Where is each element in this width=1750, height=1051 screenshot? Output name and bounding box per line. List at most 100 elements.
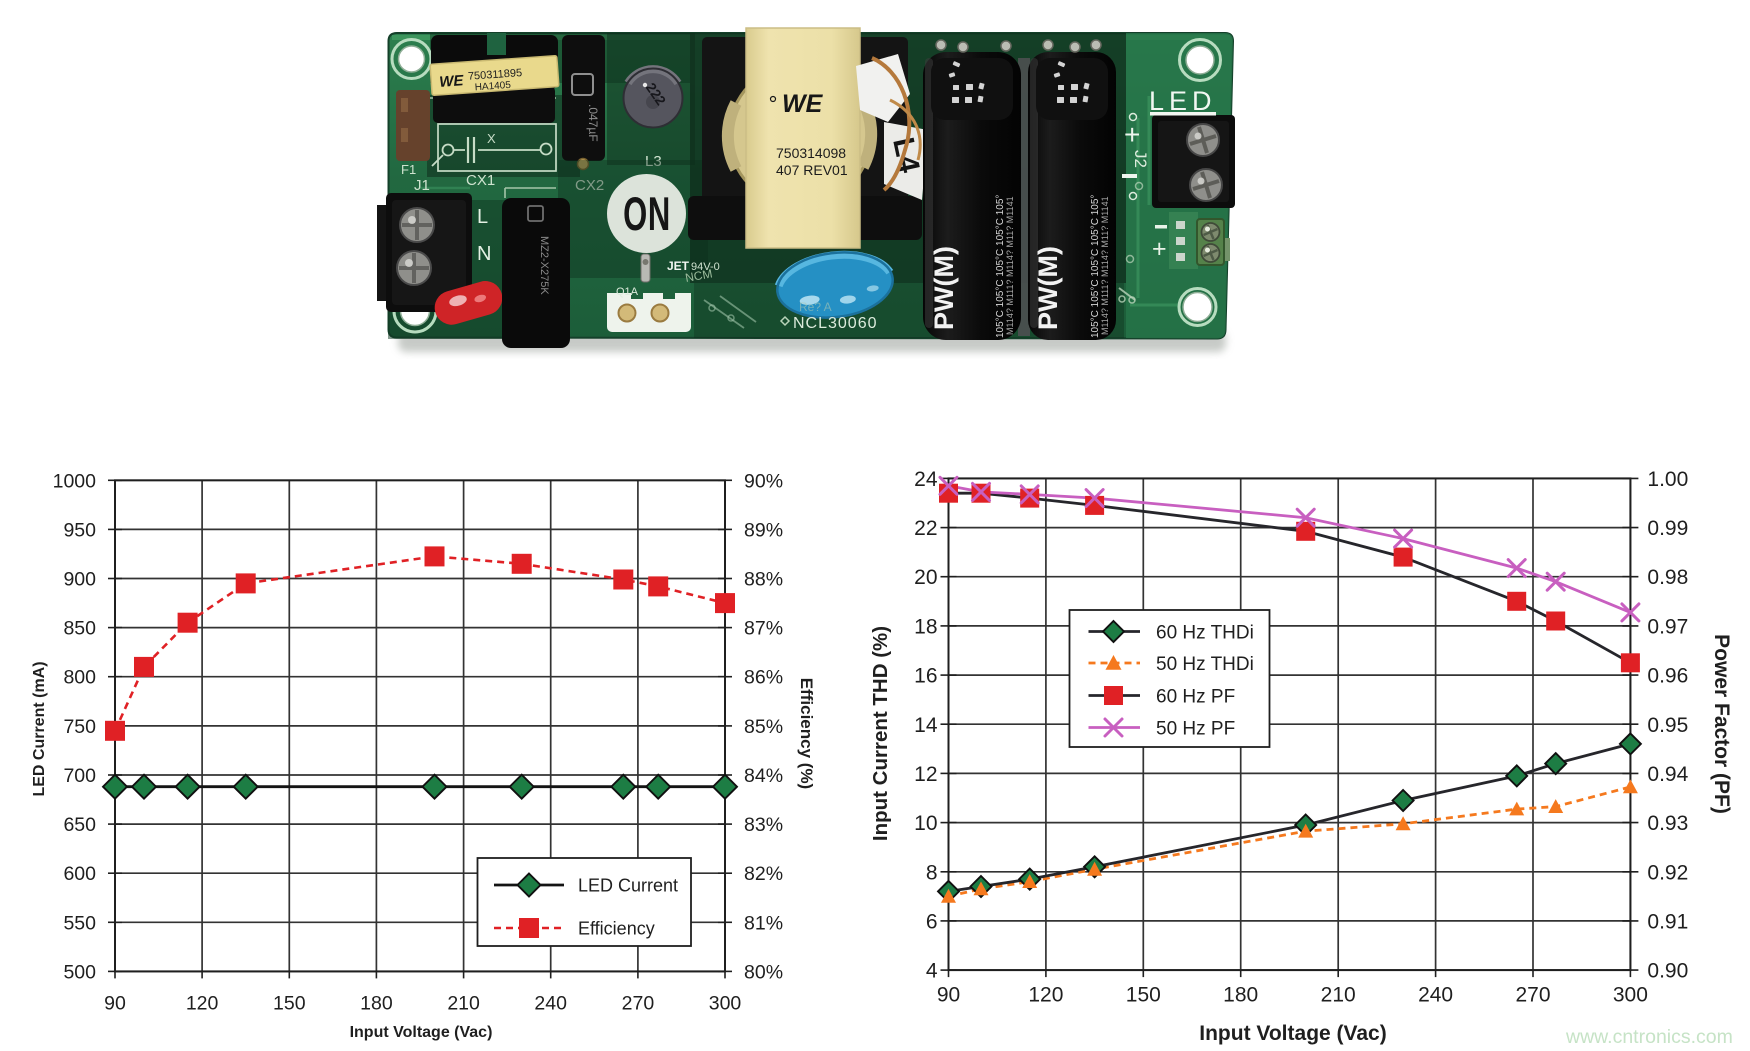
svg-text:6: 6: [926, 910, 938, 933]
svg-text:20: 20: [914, 566, 937, 589]
svg-text:PW(M): PW(M): [1033, 246, 1063, 330]
svg-text:CX2: CX2: [575, 177, 604, 194]
svg-text:+: +: [1124, 119, 1140, 150]
svg-text:J2: J2: [1131, 150, 1150, 168]
svg-text:MZ2-X275K: MZ2-X275K: [538, 236, 550, 295]
svg-text:105°C 105°C 105°C 105°C 105°: 105°C 105°C 105°C 105°C 105°: [1090, 195, 1101, 338]
svg-text:700: 700: [63, 765, 96, 787]
svg-text:180: 180: [1223, 984, 1258, 1007]
svg-text:24: 24: [914, 468, 938, 491]
svg-text:150: 150: [273, 993, 306, 1015]
svg-text:Re? A: Re? A: [799, 300, 832, 314]
svg-text:10: 10: [914, 812, 937, 835]
svg-text:0.93: 0.93: [1647, 812, 1688, 835]
svg-text:Input Voltage (Vac): Input Voltage (Vac): [1199, 1022, 1386, 1045]
svg-text:0.95: 0.95: [1647, 714, 1688, 737]
svg-text:60 Hz THDi: 60 Hz THDi: [1156, 623, 1254, 644]
svg-text:750: 750: [63, 716, 96, 738]
svg-text:800: 800: [63, 667, 96, 689]
svg-text:NCM: NCM: [684, 266, 713, 285]
svg-text:750311895: 750311895: [468, 67, 523, 83]
svg-text:F1: F1: [401, 162, 416, 177]
svg-text:14: 14: [914, 714, 938, 737]
svg-text:LED Current (mA): LED Current (mA): [31, 661, 48, 796]
svg-text:105°C 105°C 105°C 105°C 105°: 105°C 105°C 105°C 105°C 105°: [995, 195, 1006, 338]
svg-text:120: 120: [1028, 984, 1063, 1007]
svg-text:81%: 81%: [744, 912, 783, 934]
svg-text:80%: 80%: [744, 961, 783, 983]
svg-text:550: 550: [63, 912, 96, 934]
svg-text:900: 900: [63, 569, 96, 591]
svg-text:86%: 86%: [744, 667, 783, 689]
svg-text:0.92: 0.92: [1647, 861, 1688, 884]
svg-text:407 REV01: 407 REV01: [776, 162, 848, 178]
svg-text:0.98: 0.98: [1647, 566, 1688, 589]
svg-text:50 Hz PF: 50 Hz PF: [1156, 719, 1235, 740]
svg-text:+: +: [1152, 235, 1167, 263]
svg-text:0.91: 0.91: [1647, 910, 1688, 933]
svg-text:WE: WE: [439, 72, 465, 91]
svg-text:Input Current THD (%): Input Current THD (%): [869, 626, 892, 841]
svg-text:950: 950: [63, 519, 96, 541]
svg-text:LED Current: LED Current: [578, 876, 678, 896]
svg-text:120: 120: [186, 993, 219, 1015]
svg-text:600: 600: [63, 863, 96, 885]
svg-text:M114? M111? M114? M11? M1141: M114? M111? M114? M11? M1141: [1005, 196, 1015, 335]
svg-text:0.99: 0.99: [1647, 517, 1688, 540]
svg-text:210: 210: [1321, 984, 1356, 1007]
svg-text:M114? M111? M114? M11? M1141: M114? M111? M114? M11? M1141: [1100, 196, 1110, 335]
svg-text:85%: 85%: [744, 716, 783, 738]
svg-text:Efficiency: Efficiency: [578, 919, 655, 939]
svg-text:PW(M): PW(M): [929, 246, 959, 330]
svg-text:850: 850: [63, 618, 96, 640]
svg-text:ON: ON: [623, 189, 671, 241]
svg-text:N: N: [477, 243, 491, 265]
svg-text:L3: L3: [645, 153, 662, 170]
svg-text:4: 4: [926, 960, 938, 983]
svg-text:L: L: [477, 206, 488, 228]
svg-text:300: 300: [709, 993, 742, 1015]
svg-text:87%: 87%: [744, 618, 783, 640]
svg-text:16: 16: [914, 665, 937, 688]
svg-text:X: X: [487, 131, 496, 146]
svg-text:90%: 90%: [744, 470, 783, 492]
svg-text:WE: WE: [782, 90, 824, 118]
svg-text:22: 22: [914, 517, 937, 540]
svg-text:300: 300: [1613, 984, 1648, 1007]
svg-text:8: 8: [926, 861, 938, 884]
svg-text:89%: 89%: [744, 519, 783, 541]
svg-text:83%: 83%: [744, 814, 783, 836]
svg-text:JET: JET: [667, 259, 690, 273]
svg-text:Power Factor (PF): Power Factor (PF): [1710, 634, 1733, 814]
svg-text:50 Hz THDi: 50 Hz THDi: [1156, 654, 1254, 675]
svg-text:Efficiency (%): Efficiency (%): [797, 678, 816, 789]
svg-text:Input Voltage (Vac): Input Voltage (Vac): [350, 1024, 493, 1041]
svg-text:210: 210: [447, 993, 480, 1015]
svg-text:84%: 84%: [744, 765, 783, 787]
svg-text:90: 90: [937, 984, 960, 1007]
svg-text:12: 12: [914, 763, 937, 786]
svg-text:150: 150: [1126, 984, 1161, 1007]
svg-text:1.00: 1.00: [1647, 468, 1688, 491]
svg-text:750314098: 750314098: [776, 145, 846, 161]
svg-text:500: 500: [63, 961, 96, 983]
svg-text:270: 270: [622, 993, 655, 1015]
svg-text:J1: J1: [414, 177, 430, 194]
svg-text:60 Hz PF: 60 Hz PF: [1156, 687, 1235, 708]
svg-text:0.96: 0.96: [1647, 665, 1688, 688]
svg-text:18: 18: [914, 615, 937, 638]
svg-text:Q1A: Q1A: [616, 286, 639, 298]
svg-text:90: 90: [104, 993, 126, 1015]
svg-text:CX1: CX1: [466, 172, 495, 189]
svg-text:650: 650: [63, 814, 96, 836]
svg-text:0.97: 0.97: [1647, 615, 1688, 638]
svg-text:1000: 1000: [53, 470, 97, 492]
svg-text:LED: LED: [1149, 86, 1217, 116]
svg-text:88%: 88%: [744, 569, 783, 591]
svg-text:270: 270: [1515, 984, 1550, 1007]
svg-text:240: 240: [1418, 984, 1453, 1007]
svg-text:0.94: 0.94: [1647, 763, 1688, 786]
svg-text:.047µF: .047µF: [586, 104, 600, 142]
svg-text:HA1405: HA1405: [474, 80, 511, 94]
svg-text:240: 240: [534, 993, 567, 1015]
